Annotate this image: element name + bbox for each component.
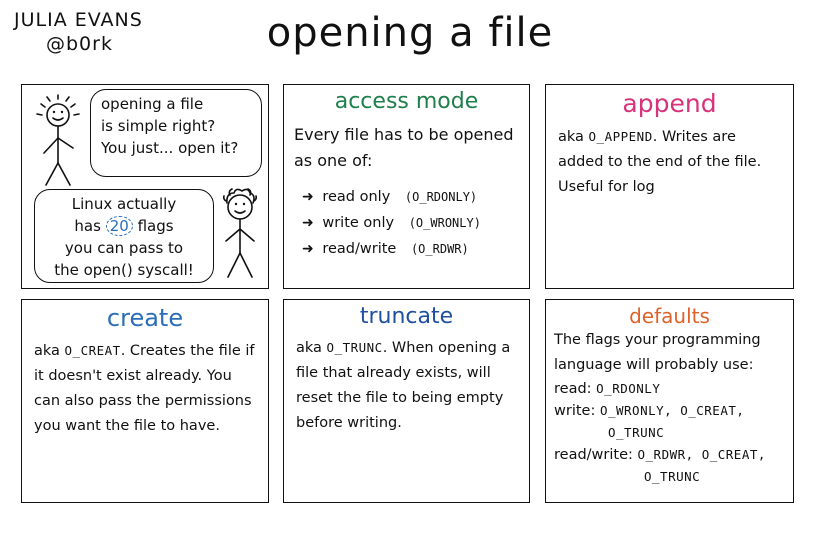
page-title: opening a file (266, 10, 554, 56)
bubble-line: has 20 flags (45, 215, 203, 237)
defaults-title: defaults (629, 304, 710, 328)
truncate-title: truncate (359, 304, 454, 329)
defaults-read-row: read: O_RDONLY (546, 378, 793, 400)
flag-count-highlight: 20 (105, 216, 133, 236)
speech-bubble-question: opening a file is simple right? You just… (90, 89, 262, 177)
access-label: read only (322, 189, 391, 205)
speech-bubble-answer: Linux actually has 20 flags you can pass… (34, 189, 214, 283)
access-flag: (O_WRONLY) (408, 216, 481, 230)
bubble-line: Linux actually (71, 195, 177, 213)
author-handle: @b0rk (46, 33, 113, 55)
access-flag: (O_RDWR) (410, 242, 469, 256)
access-mode-intro: Every file has to be opened as one of: (294, 125, 514, 170)
bubble-word: has (74, 217, 101, 235)
bubble-line: You just... open it? (101, 139, 239, 157)
list-item: ➜ read only (O_RDONLY) (302, 184, 529, 210)
access-mode-list: ➜ read only (O_RDONLY) ➜ write only (O_W… (284, 184, 529, 262)
mode-flags: O_RDWR, O_CREAT, (637, 447, 766, 462)
mode-flags: O_RDONLY (596, 381, 661, 396)
flag-name: O_TRUNC (326, 340, 383, 355)
intro-panel: opening a file is simple right? You just… (21, 84, 269, 289)
defaults-readwrite-row: read/write: O_RDWR, O_CREAT, (546, 444, 793, 466)
mode-label: write: (554, 403, 596, 419)
bubble-word: flags (137, 217, 174, 235)
aka-label: aka (34, 343, 60, 359)
defaults-write-row-cont: O_TRUNC (546, 422, 793, 444)
description-text: . Writes are added to the end of the fil… (558, 129, 762, 195)
mode-flags: O_TRUNC (644, 469, 701, 484)
aka-label: aka (558, 129, 584, 145)
bubble-line: is simple right? (101, 117, 216, 135)
list-item: ➜ read/write (O_RDWR) (302, 236, 529, 262)
defaults-panel: defaults The flags your programming lang… (545, 299, 794, 503)
truncate-panel: truncate aka O_TRUNC. When opening a fil… (283, 299, 530, 503)
bubble-line: opening a file (101, 95, 204, 113)
arrow-right-icon: ➜ (302, 241, 314, 257)
access-mode-panel: access mode Every file has to be opened … (283, 84, 530, 289)
author-name: JULIA EVANS (14, 9, 143, 31)
mode-label: read/write: (554, 447, 633, 463)
create-panel: create aka O_CREAT. Creates the file if … (21, 299, 269, 503)
flag-name: O_CREAT (64, 343, 121, 358)
stick-figure-2-icon (222, 188, 258, 278)
append-title: append (622, 89, 717, 118)
defaults-write-row: write: O_WRONLY, O_CREAT, (546, 400, 793, 422)
flag-name: O_APPEND (588, 129, 653, 144)
author-signature: JULIA EVANS @b0rk (14, 8, 154, 56)
access-mode-title: access mode (334, 89, 479, 114)
append-panel: append aka O_APPEND. Writes are added to… (545, 84, 794, 289)
aka-label: aka (296, 340, 322, 356)
truncate-description: aka O_TRUNC. When opening a file that al… (284, 329, 529, 436)
bubble-line: the open() syscall! (54, 261, 194, 279)
access-label: read/write (322, 241, 397, 257)
mode-label: read: (554, 381, 592, 397)
arrow-right-icon: ➜ (302, 189, 314, 205)
description-text: . Creates the file if it doesn't exist a… (34, 343, 255, 434)
arrow-right-icon: ➜ (302, 215, 314, 231)
bubble-line: you can pass to (64, 239, 184, 257)
mode-flags: O_TRUNC (608, 425, 665, 440)
access-label: write only (322, 215, 395, 231)
stick-figure-1-icon (36, 94, 80, 186)
append-description: aka O_APPEND. Writes are added to the en… (546, 118, 793, 200)
defaults-intro: The flags your programming language will… (554, 332, 761, 373)
description-text: . When opening a file that already exist… (296, 340, 511, 431)
create-title: create (106, 304, 184, 332)
list-item: ➜ write only (O_WRONLY) (302, 210, 529, 236)
defaults-readwrite-row-cont: O_TRUNC (546, 466, 793, 488)
mode-flags: O_WRONLY, O_CREAT, (599, 403, 745, 418)
access-flag: (O_RDONLY) (404, 190, 478, 204)
create-description: aka O_CREAT. Creates the file if it does… (22, 332, 268, 439)
